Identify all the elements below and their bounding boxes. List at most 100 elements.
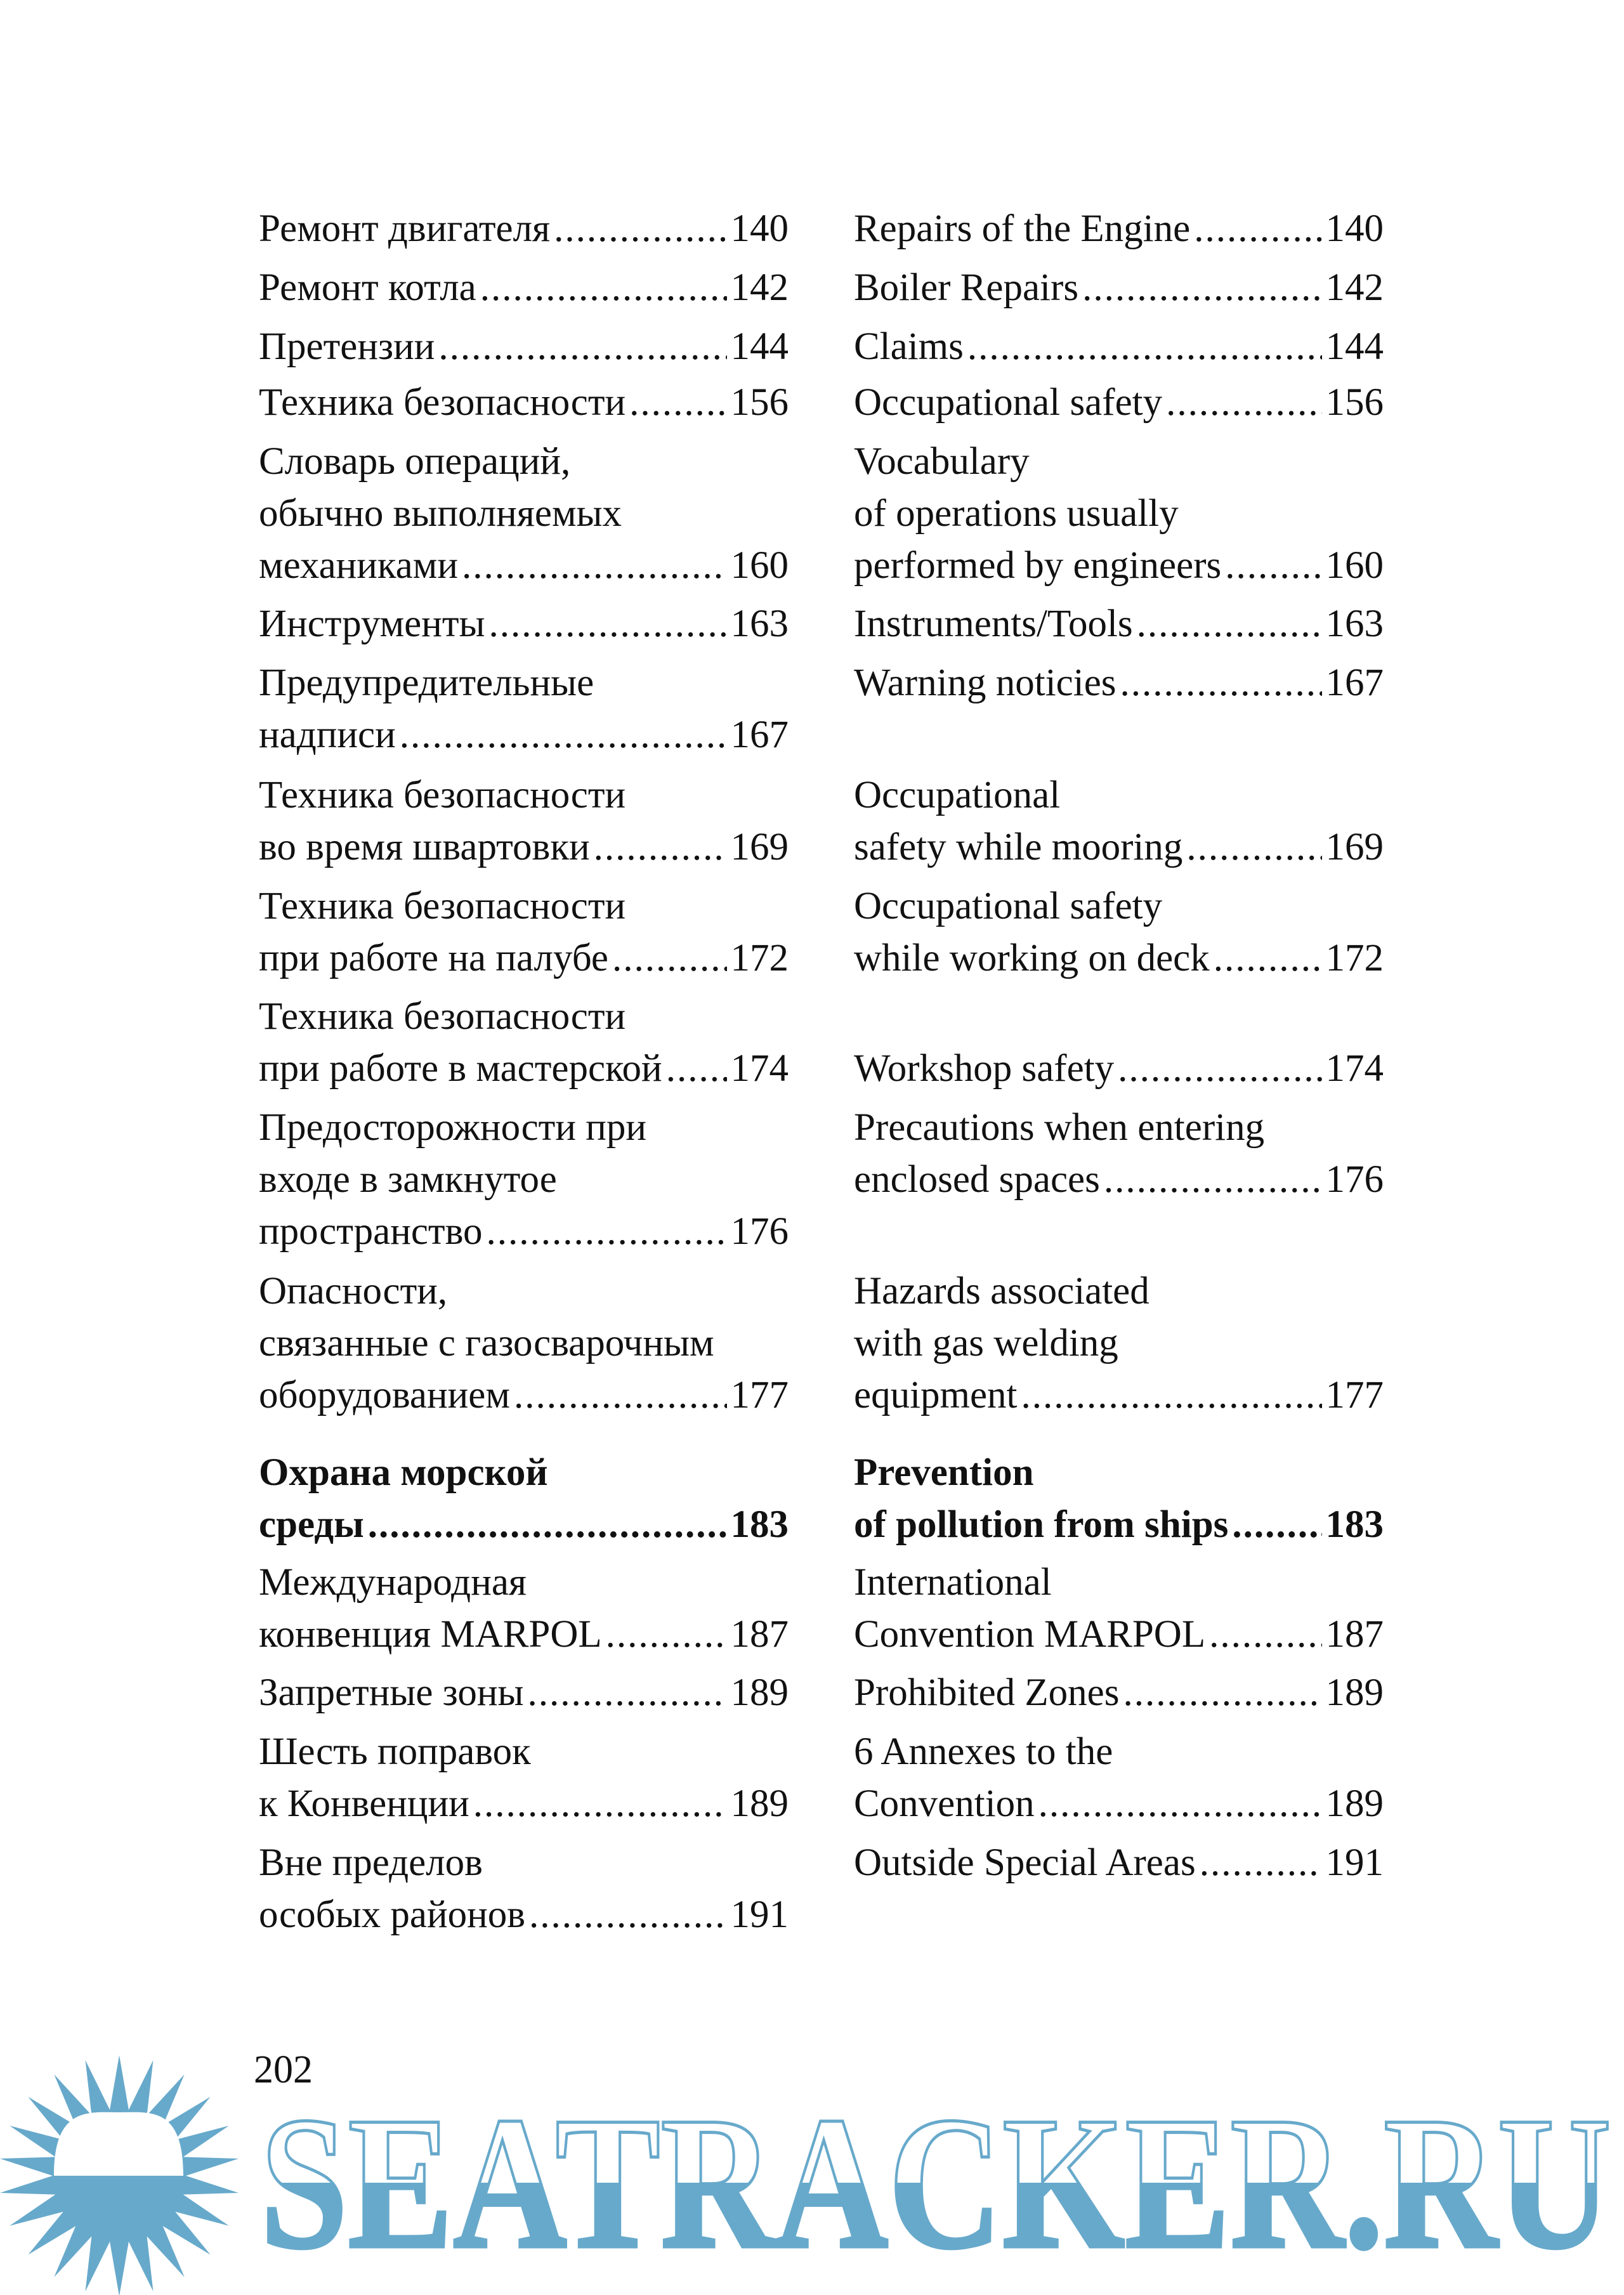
toc-entry: Вне пределов особых районов 191 [259, 1837, 789, 1941]
toc-entry: Claims 144 [854, 321, 1384, 373]
toc-entry-line: of operations usually [854, 488, 1384, 540]
toc-page-number: 191 [1325, 1841, 1384, 1884]
toc-entry-line: Outside Special Areas 191 [854, 1837, 1384, 1889]
toc-entry-line: International [854, 1557, 1384, 1609]
toc-entry-title: Ремонт котла [259, 266, 476, 309]
toc-entry-title: во время швартовки [259, 826, 590, 868]
toc-entry-title: Техника безопасности [259, 774, 626, 816]
toc-entry-title: к Конвенции [259, 1782, 469, 1825]
toc-page-number: 187 [730, 1613, 789, 1656]
toc-entry: Occupational safety while working on deck… [854, 880, 1384, 984]
toc-page-number: 183 [1325, 1503, 1384, 1546]
toc-entry-title: Boiler Repairs [854, 266, 1079, 309]
dot-leader [1214, 932, 1322, 984]
toc-entry-line: of pollution from ships 183 [854, 1499, 1384, 1551]
toc-entry-title: Инструменты [259, 603, 485, 645]
toc-entry-title: 6 Annexes to the [854, 1730, 1113, 1773]
toc-entry-title: enclosed spaces [854, 1158, 1100, 1201]
toc-entry-line: во время швартовки 169 [259, 821, 789, 873]
toc-entry-line: Claims 144 [854, 321, 1384, 373]
toc-entry-line: Техника безопасности [259, 880, 789, 932]
dot-leader [1225, 540, 1321, 592]
toc-entry-title: Опасности, [259, 1270, 448, 1312]
toc-entry: Опасности, связанные с газосварочным обору… [259, 1265, 789, 1422]
toc-entry-line: while working on deck 172 [854, 932, 1384, 984]
toc-entry-title: Шесть поправок [259, 1730, 531, 1773]
toc-entry-title: of operations usually [854, 492, 1179, 535]
toc-entry: Occupational safety 156 [854, 377, 1384, 429]
toc-entry-title: Запретные зоны [259, 1671, 524, 1714]
toc-entry-line: 6 Annexes to the [854, 1726, 1384, 1778]
toc-page-number: 176 [730, 1210, 789, 1253]
toc-page-number: 160 [730, 544, 789, 587]
toc-page-number: 163 [1325, 603, 1384, 645]
toc-page-number: 140 [1325, 207, 1384, 250]
toc-entry-title: механиками [259, 544, 458, 587]
toc-entry-line: Предосторожности при [259, 1102, 789, 1154]
toc-entry-line: Международная [259, 1557, 789, 1609]
toc-entry-line: enclosed spaces 176 [854, 1154, 1384, 1206]
toc-entry-title: Convention [854, 1782, 1035, 1825]
toc-page-number: 142 [730, 266, 789, 309]
dot-leader [666, 1043, 727, 1095]
toc-entry-line: Boiler Repairs 142 [854, 262, 1384, 314]
toc-entry-title: of pollution from ships [854, 1503, 1229, 1546]
toc-entry-line: Occupational safety [854, 880, 1384, 932]
dot-leader [967, 321, 1322, 373]
sun-icon [0, 2055, 239, 2295]
toc-entry-title: Техника безопасности [259, 381, 626, 424]
toc-entry-title: with gas welding [854, 1322, 1118, 1364]
toc-entry: Occupational safety while mooring 169 [854, 769, 1384, 873]
toc-page-number: 189 [1325, 1671, 1384, 1714]
page-number: 202 [254, 2048, 313, 2091]
toc-entry-title: Ремонт двигателя [259, 207, 551, 250]
toc-entry-line: Запретные зоны 189 [259, 1667, 789, 1719]
toc-page-number: 156 [730, 381, 789, 424]
toc-page-number: 176 [1325, 1158, 1384, 1201]
toc-entry-line: к Конвенции 189 [259, 1778, 789, 1830]
toc-entry-title: Occupational [854, 774, 1061, 816]
toc-entry-line: Workshop safety 174 [854, 1043, 1384, 1095]
toc-entry: Outside Special Areas 191 [854, 1837, 1384, 1889]
toc-page-number: 189 [730, 1671, 789, 1714]
toc-entry-title: оборудованием [259, 1374, 510, 1416]
toc-entry-line: Convention MARPOL 187 [854, 1609, 1384, 1661]
toc-entry-title: Warning noticies [854, 662, 1116, 704]
toc-entry-line: Охрана морской [259, 1447, 789, 1499]
toc-entry-title: Outside Special Areas [854, 1841, 1196, 1884]
toc-entry-line: среды 183 [259, 1499, 789, 1551]
toc-entry-title: Occupational safety [854, 381, 1163, 424]
toc-entry-line: Словарь операций, [259, 436, 789, 488]
toc-entry: Шесть поправок к Конвенции 189 [259, 1726, 789, 1830]
dot-leader [473, 1778, 727, 1830]
toc-entry-title: Prohibited Zones [854, 1671, 1120, 1714]
toc-entry-line: Occupational safety 156 [854, 377, 1384, 429]
toc-entry-title: Охрана морской [259, 1451, 548, 1494]
toc-page-number: 189 [1325, 1782, 1384, 1825]
toc-entry: Предупредительные надписи 167 [259, 657, 789, 761]
toc-entry-title: Предосторожности при [259, 1106, 647, 1149]
toc-entry-line: Repairs of the Engine 140 [854, 203, 1384, 255]
watermark-text: SEATRACKER.RU [260, 2077, 1611, 2288]
toc-page-number: 169 [1325, 826, 1384, 868]
toc-entry-line: Претензии 144 [259, 321, 789, 373]
toc-entry: Международная конвенция MARPOL 187 [259, 1557, 789, 1661]
toc-entry-line: Prevention [854, 1447, 1384, 1499]
toc-entry-title: performed by engineers [854, 544, 1222, 587]
dot-leader [1104, 1154, 1322, 1206]
toc-entry-line: Опасности, [259, 1265, 789, 1318]
watermark-logo: SEATRACKER.RU [0, 2055, 1613, 2295]
toc-entry-line: надписи 167 [259, 709, 789, 761]
toc-entry-line: Instruments/Tools 163 [854, 598, 1384, 650]
toc-entry-title: пространство [259, 1210, 483, 1253]
toc-entry-line: Техника безопасности 156 [259, 377, 789, 429]
toc-entry-line: Техника безопасности [259, 991, 789, 1043]
toc-entry-title: Претензии [259, 325, 435, 368]
toc-entry-title: Вне пределов [259, 1841, 483, 1884]
toc-entry-title: среды [259, 1503, 364, 1546]
toc-entry-title: Техника безопасности [259, 995, 626, 1038]
toc-page-number: 191 [730, 1893, 789, 1936]
toc-entry-line: конвенция MARPOL 187 [259, 1609, 789, 1661]
toc-page-number: 144 [730, 325, 789, 368]
toc-page-number: 172 [730, 937, 789, 979]
